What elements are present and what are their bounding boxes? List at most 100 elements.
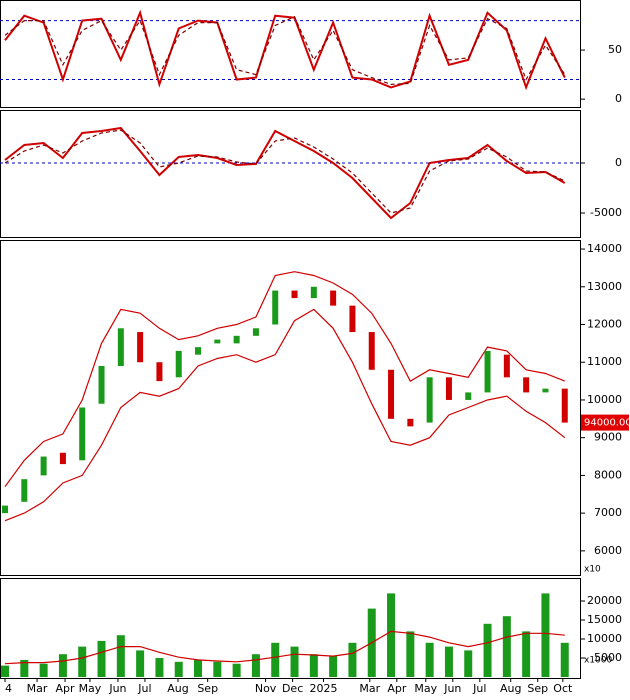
y-tick-label: 11000 (587, 355, 622, 368)
candle-body (59, 452, 66, 465)
y-tick-label: 10000 (587, 632, 622, 645)
candle-body (523, 377, 530, 393)
series-line (4, 15, 566, 86)
x-tick-label: May (414, 682, 437, 695)
y-tick-label: 20000 (587, 594, 622, 607)
candle-body (252, 328, 259, 336)
candle-body (310, 286, 317, 299)
candle-body (195, 347, 202, 355)
y-tick-label: 8000 (594, 468, 622, 481)
candle-body (137, 332, 144, 363)
volume-bar (290, 646, 299, 678)
x-tick-label: Apr (387, 682, 407, 695)
volume-bar (541, 593, 550, 678)
x-tick-label: Dec (282, 682, 303, 695)
x-tick-label: Sep (197, 682, 218, 695)
volume-bar (387, 593, 396, 678)
x-tick-label: Mar (27, 682, 48, 695)
y-tick-label: 0 (615, 156, 622, 169)
volume-bar (444, 646, 453, 678)
y-tick-label: 6000 (594, 544, 622, 557)
x-tick-label: Aug (167, 682, 188, 695)
candle-body (214, 339, 221, 344)
y-tick-label: -5000 (590, 206, 622, 219)
volume-bar (522, 631, 531, 678)
x-tick-label: Nov (255, 682, 277, 695)
volume-bar (329, 656, 338, 678)
panel-frame (0, 110, 581, 238)
price-tag-box (581, 414, 629, 431)
candle-body (542, 388, 549, 393)
x-tick-label: Jun (443, 682, 461, 695)
volume-bar (116, 635, 125, 678)
candle-body (40, 456, 47, 476)
x-tick-label: 2025 (309, 682, 337, 695)
y-tick-label: 13000 (587, 280, 622, 293)
series-line (4, 9, 566, 91)
volume-bar (97, 640, 106, 678)
candle-body (368, 332, 375, 370)
candle-body (426, 377, 433, 423)
volume-bar (78, 646, 87, 678)
candle-body (503, 354, 510, 378)
candle-body (117, 328, 124, 367)
y-tick-label: 10000 (587, 393, 622, 406)
x-tick-label: Oct (553, 682, 573, 695)
x-tick-label: Jul (472, 682, 486, 695)
y-tick-label: 7000 (594, 506, 622, 519)
volume-bar (483, 623, 492, 678)
x-tick-label: Mar (359, 682, 380, 695)
x-tick-label: Sep (527, 682, 548, 695)
volume-bar (502, 616, 511, 678)
volume-bar (39, 663, 48, 678)
candle-body (175, 350, 182, 378)
candle-body (21, 479, 28, 502)
candle-body (349, 305, 356, 333)
x-tick-label: Jul (137, 682, 151, 695)
candle-body (465, 392, 472, 400)
candle-body (98, 366, 105, 404)
candle-body (561, 388, 568, 423)
candle-body (484, 350, 491, 393)
volume-bar (136, 650, 145, 678)
volume-bar (174, 661, 183, 678)
candle-body (272, 290, 279, 325)
candle-body (2, 505, 9, 514)
y-tick-label: 0 (615, 92, 622, 105)
volume-bar (232, 663, 241, 678)
volume-bar (213, 661, 222, 678)
series-line (4, 630, 565, 665)
volume-bar (406, 631, 415, 678)
volume-bar (560, 642, 569, 678)
candle-body (79, 407, 86, 461)
x-tick-label: Jun (108, 682, 126, 695)
x-tick-label: 4 (5, 682, 12, 695)
volume-bar (251, 654, 260, 678)
price-tag: 94000.00 (584, 418, 630, 429)
candle-body (388, 369, 395, 419)
volume-bar (20, 659, 29, 678)
panel-frame (0, 578, 581, 679)
x-tick-label: Aug (500, 682, 521, 695)
x-tick-label: Apr (56, 682, 76, 695)
panel-frame (0, 0, 581, 108)
series-line (4, 308, 566, 522)
y-tick-label: 12000 (587, 318, 622, 331)
volume-bar (1, 665, 10, 678)
volume-bar (348, 642, 357, 678)
series-line (4, 271, 566, 488)
candle-body (330, 290, 337, 306)
y-tick-label: 15000 (587, 613, 622, 626)
y-tick-label: 50 (608, 43, 622, 56)
y-tick-label: 14000 (587, 242, 622, 255)
y-tick-label: 5000 (594, 651, 622, 664)
volume-bar (155, 658, 164, 678)
candle-body (156, 362, 163, 382)
y-tick-label: 9000 (594, 431, 622, 444)
unit-label: x1000 (584, 656, 613, 666)
volume-bar (309, 654, 318, 678)
series-line (4, 126, 566, 220)
candle-body (233, 335, 240, 344)
